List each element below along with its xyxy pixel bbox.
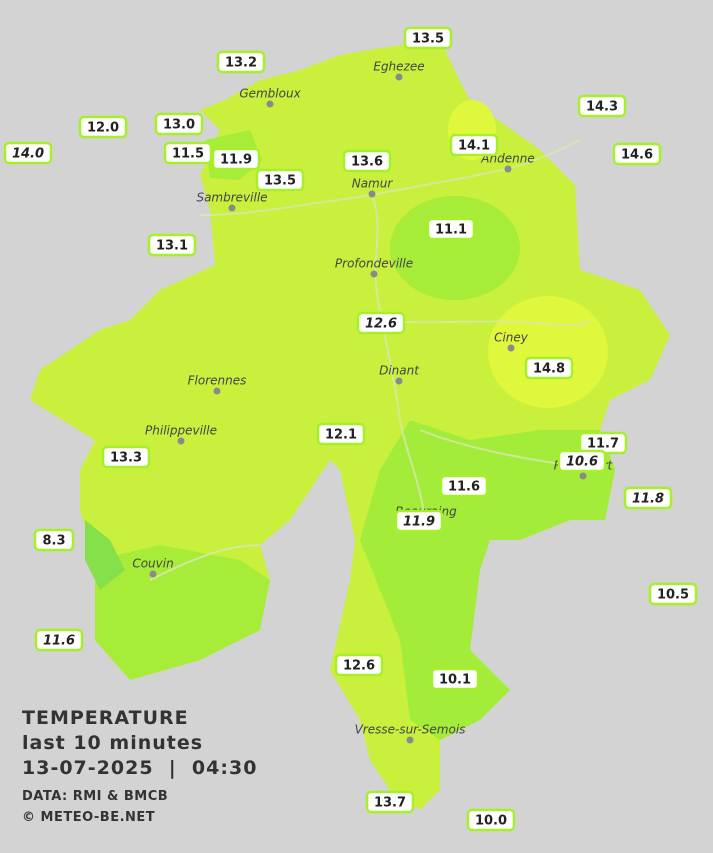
station-value: 12.6 [343,659,375,674]
city-label: Philippeville [145,424,217,438]
city-dot [504,165,512,173]
station-value: 10.0 [475,814,507,829]
city-dot [395,377,403,385]
station-box [612,142,662,166]
station-value: 13.5 [264,174,296,189]
station-box [430,667,480,691]
station-box [449,133,499,157]
station-value: 11.6 [448,480,480,495]
city-dot [368,190,376,198]
station-box [466,808,516,832]
city-label: Eghezee [373,60,424,74]
station-value: 13.3 [110,451,142,466]
station-box [356,311,406,335]
station-value: 12.0 [87,121,119,136]
station-value: 11.1 [435,223,467,238]
station-box [403,26,453,50]
station-box [577,94,627,118]
city-dot [579,472,587,480]
station-value: 14.6 [621,148,653,163]
station-box [648,582,698,606]
cold-zone [85,520,125,590]
station-box [147,233,197,257]
station-box [426,217,476,241]
station-value: 14.0 [12,147,44,162]
station-value: 11.9 [220,153,252,168]
legend-copyright: © METEO-BE.NET [22,810,155,825]
station-value: 12.6 [365,317,397,332]
station-value: 13.1 [156,239,188,254]
station-box [623,486,673,510]
station-box [394,509,444,533]
city-label: Ciney [494,331,529,345]
station-value: 14.8 [533,362,565,377]
station-box [78,115,128,139]
station-value: 13.5 [412,32,444,47]
city-label: Profondeville [335,257,413,271]
station-value: 11.9 [403,515,435,530]
station-value: 13.6 [351,155,383,170]
city-label: Couvin [132,557,173,571]
cooler-zone [95,545,270,680]
city-dot [395,73,403,81]
cooler-zone [390,196,520,300]
city-label: Dinant [379,364,420,378]
city-dot [406,736,414,744]
station-value: 11.7 [587,437,619,452]
city-label: Sambreville [196,191,267,205]
station-box [163,141,213,165]
legend-subtitle: last 10 minutes [22,732,203,754]
city-dot [266,100,274,108]
station-box [334,653,384,677]
station-value: 14.3 [586,100,618,115]
legend-title: TEMPERATURE [22,707,189,729]
city-dot [213,387,221,395]
city-dot [177,437,185,445]
station-value: 13.0 [163,118,195,133]
city-label: Gembloux [239,87,301,101]
city-label: Vresse-sur-Semois [355,723,466,737]
station-value: 11.5 [172,147,204,162]
station-box [33,528,75,552]
city-dot [370,270,378,278]
city-label: Namur [352,177,394,191]
station-box [3,141,53,165]
station-box [365,790,415,814]
station-value: 11.6 [43,634,75,649]
station-box [439,474,489,498]
station-value: 14.1 [458,139,490,154]
city-label: Florennes [188,374,247,388]
station-value: 13.2 [225,56,257,71]
station-value: 11.8 [632,492,664,507]
station-value: 10.6 [566,455,598,470]
legend-source: DATA: RMI & BMCB [22,789,168,804]
cooler-zone [360,420,615,740]
station-value: 12.1 [325,428,357,443]
station-box [342,149,392,173]
station-box [557,449,607,473]
warmer-zone [488,296,608,408]
station-box [255,168,305,192]
station-box [216,50,266,74]
station-box [34,628,84,652]
station-box [154,112,204,136]
city-dot [149,570,157,578]
station-box [524,356,574,380]
station-value: 10.1 [439,673,471,688]
station-value: 13.7 [374,796,406,811]
station-box [316,422,366,446]
station-value: 10.5 [657,588,689,603]
city-dot [228,204,236,212]
station-box [101,445,151,469]
city-dot [507,344,515,352]
station-value: 8.3 [42,534,65,549]
station-box [211,147,261,171]
legend-datetime: 13-07-2025 | 04:30 [22,757,257,779]
